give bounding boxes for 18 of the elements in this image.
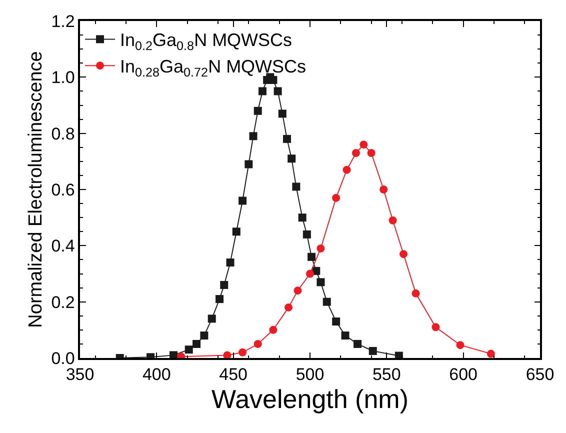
x-tick-label: 450 [219, 365, 248, 384]
x-tick-label: 600 [449, 365, 478, 384]
y-tick-label: 0.6 [51, 180, 75, 200]
legend-label: In$_{0.28}$Ga$_{0.72}$N MQWSCs [120, 56, 306, 80]
y-tick-label: 0.4 [51, 236, 75, 256]
y-tick-label: 1.0 [51, 68, 75, 88]
x-tick-label: 550 [372, 365, 401, 384]
y-tick-label: 0.0 [51, 348, 75, 368]
x-tick-label: 650 [526, 365, 554, 384]
x-tick-label: 350 [66, 365, 94, 384]
y-tick-label: 1.2 [51, 12, 75, 31]
x-tick-label: 500 [296, 365, 324, 384]
x-axis-title: Wavelength (nm) [212, 384, 408, 414]
y-tick-label: 0.8 [51, 124, 75, 144]
legend-label: In$_{0.2}$Ga$_{0.8}$N MQWSCs [120, 30, 292, 53]
y-axis-title: Normalized Electroluminescence [26, 51, 47, 328]
x-tick-label: 400 [142, 365, 171, 384]
y-tick-label: 0.2 [51, 292, 75, 312]
